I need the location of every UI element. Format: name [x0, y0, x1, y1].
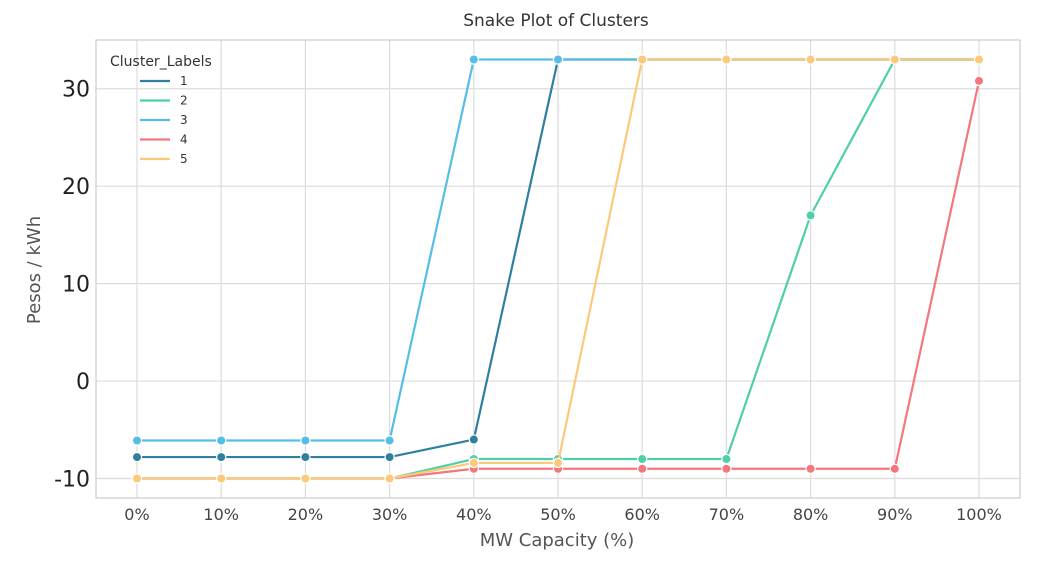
y-tick-label: 0	[76, 370, 90, 395]
legend-label: 4	[180, 133, 188, 147]
data-point	[300, 473, 311, 484]
legend-item-2: 2	[140, 94, 188, 108]
data-point	[552, 457, 564, 469]
legend-item-4: 4	[140, 133, 188, 147]
grid	[96, 40, 1020, 498]
data-point	[468, 457, 479, 469]
data-point	[384, 435, 395, 446]
series-5	[131, 54, 985, 484]
chart-title: Snake Plot of Clusters	[463, 11, 649, 31]
y-tick-label: -10	[54, 468, 90, 493]
legend-label: 1	[180, 74, 188, 88]
legend-items: 1 2 3 4 5	[140, 74, 188, 166]
data-point	[721, 463, 732, 474]
x-tick-label: 50%	[540, 505, 576, 524]
y-tick-label: 10	[62, 273, 90, 298]
x-tick-label: 90%	[877, 505, 913, 524]
legend-label: 2	[180, 94, 188, 108]
x-tick-label: 20%	[288, 505, 324, 524]
x-tick-label: 80%	[793, 505, 829, 524]
legend: Cluster_Labels 1 2 3 4 5	[110, 54, 212, 166]
data-point	[637, 54, 648, 65]
data-point	[721, 54, 732, 65]
plot-frame	[95, 39, 1021, 499]
data-point	[384, 451, 395, 463]
x-tick-label: 10%	[203, 505, 239, 524]
legend-title: Cluster_Labels	[110, 54, 212, 70]
data-point	[973, 75, 985, 87]
data-point	[215, 435, 227, 446]
data-point	[637, 453, 648, 465]
data-point	[889, 54, 901, 65]
data-point	[552, 54, 564, 65]
data-point	[468, 54, 479, 65]
data-point	[805, 54, 816, 65]
data-point	[805, 463, 816, 474]
data-point	[468, 434, 479, 445]
x-tick-label: 30%	[372, 505, 408, 524]
data-point	[215, 451, 227, 463]
y-tick-label: 30	[62, 78, 90, 103]
series-group	[131, 54, 985, 484]
legend-item-5: 5	[140, 152, 188, 166]
legend-item-1: 1	[140, 74, 188, 88]
legend-item-3: 3	[140, 113, 188, 127]
x-axis-title: MW Capacity (%)	[480, 530, 635, 551]
data-point	[215, 473, 227, 484]
data-point	[889, 463, 901, 474]
data-point	[300, 435, 311, 446]
legend-label: 5	[180, 152, 188, 166]
legend-label: 3	[180, 113, 188, 127]
x-tick-label: 70%	[709, 505, 745, 524]
data-point	[637, 463, 648, 474]
x-tick-label: 60%	[624, 505, 660, 524]
data-point	[384, 473, 395, 484]
y-axis-title: Pesos / kWh	[24, 216, 45, 324]
y-ticks: 30 20 10 0 -10	[54, 78, 90, 493]
x-ticks: 0% 10% 20% 30% 40% 50% 60% 70% 80% 90% 100%	[124, 505, 1002, 524]
data-point	[300, 451, 311, 463]
data-point	[721, 453, 732, 465]
y-tick-label: 20	[62, 175, 90, 200]
x-tick-label: 100%	[956, 505, 1002, 524]
x-tick-label: 40%	[456, 505, 492, 524]
data-point	[131, 451, 143, 463]
data-point	[805, 210, 816, 221]
data-point	[973, 54, 985, 65]
data-point	[131, 435, 143, 446]
data-point	[131, 473, 143, 484]
x-tick-label: 0%	[124, 505, 149, 524]
